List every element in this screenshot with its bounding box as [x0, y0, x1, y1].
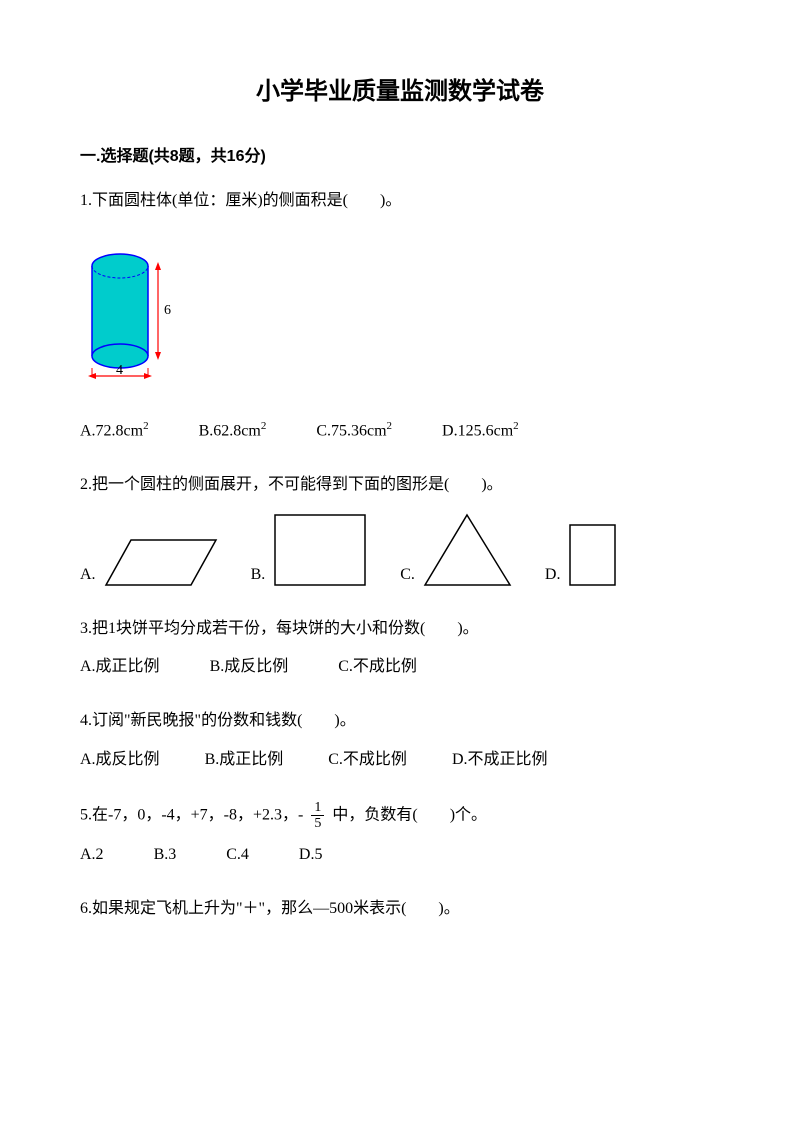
q1-opt-b: B.62.8cm2 [199, 417, 267, 446]
q4-text: 4.订阅"新民晚报"的份数和钱数( )。 [80, 707, 720, 736]
q4-options: A.成反比例 B.成正比例 C.不成比例 D.不成正比例 [80, 746, 720, 775]
q2-opt-c: C. [400, 510, 515, 590]
diameter-label: 4 [116, 363, 123, 378]
q1-options: A.72.8cm2 B.62.8cm2 C.75.36cm2 D.125.6cm… [80, 417, 720, 446]
q5-options: A.2 B.3 C.4 D.5 [80, 841, 720, 870]
q2-text: 2.把一个圆柱的侧面展开，不可能得到下面的图形是( )。 [80, 471, 720, 500]
question-6: 6.如果规定飞机上升为"＋"，那么—500米表示( )。 [80, 895, 720, 924]
q1-opt-c: C.75.36cm2 [316, 417, 392, 446]
q2-opt-d: D. [545, 520, 621, 590]
triangle-icon [420, 510, 515, 590]
q4-opt-a: A.成反比例 [80, 746, 160, 775]
q5-opt-a: A.2 [80, 841, 104, 870]
q5-opt-b: B.3 [154, 841, 177, 870]
q4-opt-b: B.成正比例 [205, 746, 284, 775]
q1-text: 1.下面圆柱体(单位：厘米)的侧面积是( )。 [80, 187, 720, 216]
q5-text: 5.在-7，0，-4，+7，-8，+2.3，- 1 5 中，负数有( )个。 [80, 800, 720, 832]
q4-opt-d: D.不成正比例 [452, 746, 548, 775]
q1-opt-d: D.125.6cm2 [442, 417, 519, 446]
question-5: 5.在-7，0，-4，+7，-8，+2.3，- 1 5 中，负数有( )个。 A… [80, 800, 720, 871]
q2-options: A. B. C. D. [80, 510, 720, 590]
q5-opt-d: D.5 [299, 841, 323, 870]
q3-opt-c: C.不成比例 [338, 653, 417, 682]
cylinder-diagram: 6 4 [80, 236, 720, 397]
square-icon [565, 520, 620, 590]
q3-opt-a: A.成正比例 [80, 653, 160, 682]
q2-opt-a: A. [80, 530, 221, 590]
q6-text: 6.如果规定飞机上升为"＋"，那么—500米表示( )。 [80, 895, 720, 924]
question-1: 1.下面圆柱体(单位：厘米)的侧面积是( )。 6 4 A.72.8cm2 B.… [80, 187, 720, 446]
fraction-icon: 1 5 [311, 800, 324, 832]
q3-options: A.成正比例 B.成反比例 C.不成比例 [80, 653, 720, 682]
question-4: 4.订阅"新民晚报"的份数和钱数( )。 A.成反比例 B.成正比例 C.不成比… [80, 707, 720, 775]
q2-opt-b: B. [251, 510, 371, 590]
page-title: 小学毕业质量监测数学试卷 [80, 70, 720, 113]
parallelogram-icon [101, 530, 221, 590]
q4-opt-c: C.不成比例 [328, 746, 407, 775]
q5-opt-c: C.4 [226, 841, 249, 870]
q3-text: 3.把1块饼平均分成若干份，每块饼的大小和份数( )。 [80, 615, 720, 644]
q1-opt-a: A.72.8cm2 [80, 417, 149, 446]
question-2: 2.把一个圆柱的侧面展开，不可能得到下面的图形是( )。 A. B. C. D. [80, 471, 720, 590]
rectangle-icon [270, 510, 370, 590]
section-header: 一.选择题(共8题，共16分) [80, 143, 720, 172]
question-3: 3.把1块饼平均分成若干份，每块饼的大小和份数( )。 A.成正比例 B.成反比… [80, 615, 720, 683]
height-label: 6 [164, 303, 171, 318]
q3-opt-b: B.成反比例 [210, 653, 289, 682]
